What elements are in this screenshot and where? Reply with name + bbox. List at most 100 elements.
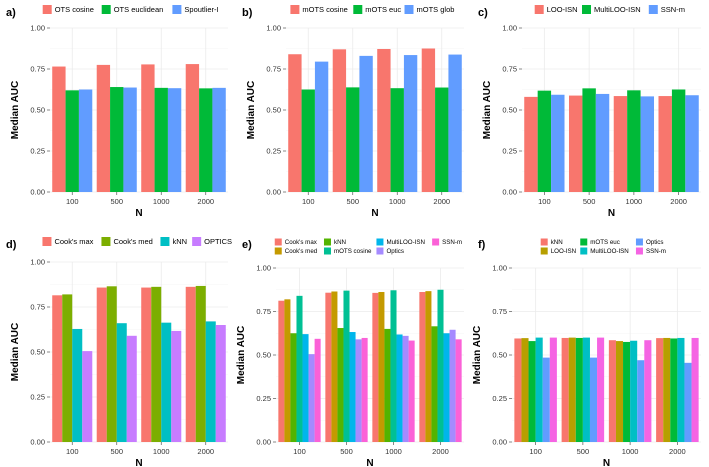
bar (524, 96, 538, 192)
y-tick-label: 0.00 (266, 188, 281, 197)
bar (396, 334, 403, 442)
y-tick-label: 0.00 (492, 438, 507, 447)
bar (627, 90, 641, 192)
legend: Cook's max Cook's med kNN OPTICS (42, 237, 232, 246)
bar (290, 333, 297, 442)
x-axis-title: N (603, 458, 610, 467)
y-tick-label: 1.00 (266, 24, 281, 33)
x-tick-label: 100 (293, 447, 306, 456)
bar (377, 48, 391, 192)
y-tick-label: 0.50 (256, 351, 271, 360)
legend-label: Cook's med (113, 237, 152, 246)
bar (195, 285, 206, 442)
bar (205, 321, 216, 442)
bar (337, 328, 344, 442)
y-axis-title: Median AUC (472, 326, 483, 385)
x-tick-label: 2000 (670, 197, 687, 206)
bar (568, 337, 576, 442)
y-axis-title: Median AUC (10, 81, 21, 140)
bar (154, 87, 168, 192)
legend-swatch (582, 5, 591, 14)
bar (332, 49, 347, 192)
legend-label: MultiLOO-ISN (590, 248, 629, 255)
bar (359, 55, 373, 192)
bar (288, 54, 302, 192)
legend: kNN LOO-ISN mOTS euc MultiLOO-ISN Optics SSN-… (540, 238, 666, 255)
y-tick-label: 0.25 (256, 394, 271, 403)
bar (403, 55, 418, 193)
legend-swatch (534, 5, 544, 14)
x-tick-label: 100 (538, 197, 551, 206)
bar (215, 325, 226, 442)
legend-label: MultiLOO-ISN (594, 5, 641, 14)
legend-swatch (376, 247, 384, 255)
bar (141, 287, 152, 442)
y-tick-label: 0.50 (266, 106, 281, 115)
y-tick-label: 0.25 (30, 147, 45, 156)
y-axis-title: Median AUC (482, 81, 493, 140)
bar (110, 87, 124, 192)
bar (514, 338, 522, 442)
legend-label: mOTS cosine (302, 5, 347, 14)
bar (314, 338, 321, 442)
y-tick-label: 0.75 (502, 65, 517, 74)
bar (582, 337, 590, 442)
bar (551, 94, 565, 192)
bar (355, 339, 362, 442)
bar (62, 294, 73, 442)
legend: LOO-ISN MultiLOO-ISN SSN-m (534, 5, 685, 14)
bar (361, 337, 368, 442)
legend-label: Optics (386, 248, 404, 255)
x-tick-label: 500 (110, 197, 123, 206)
y-tick-label: 0.75 (492, 307, 507, 316)
bar (126, 335, 137, 442)
bar (537, 90, 552, 192)
legend-swatch (172, 5, 182, 14)
legend-swatch (540, 238, 548, 246)
y-axis-title: Median AUC (10, 323, 21, 382)
bar (302, 334, 309, 442)
bar (308, 354, 315, 442)
bar (390, 88, 404, 192)
legend-label: mOTS cosine (334, 248, 372, 255)
legend-swatch (323, 247, 331, 255)
legend-label: OPTICS (204, 237, 232, 246)
bar (314, 61, 329, 193)
legend-label: kNN (172, 237, 187, 246)
bar (677, 337, 685, 442)
bar (419, 292, 426, 442)
y-tick-label: 0.00 (30, 438, 45, 447)
legend-swatch (101, 237, 111, 246)
x-axis-title: N (608, 208, 615, 219)
bar (443, 333, 450, 442)
y-tick-label: 0.00 (256, 438, 271, 447)
chart-panel-2: 0.00 0.25 0.50 0.75 1.00 100 500 1000 2000 N Media… (242, 5, 464, 219)
x-tick-label: 1000 (389, 197, 406, 206)
bar (549, 337, 557, 442)
bar (670, 338, 678, 442)
x-tick-label: 2000 (433, 197, 450, 206)
chart-panel-6: 0.00 0.25 0.50 0.75 1.00 100 500 1000 2000 N Media… (472, 238, 701, 467)
bar (343, 290, 350, 442)
bar (402, 335, 409, 442)
bar (78, 89, 93, 192)
legend-swatch (635, 247, 643, 255)
bar (671, 89, 686, 192)
x-axis-title: N (371, 208, 378, 219)
x-tick-label: 100 (66, 197, 79, 206)
legend-label: LOO-ISN (551, 248, 576, 255)
x-axis-title: N (366, 458, 373, 467)
bar (185, 64, 200, 192)
y-tick-label: 0.25 (502, 147, 517, 156)
bar (372, 292, 379, 442)
bar (449, 329, 456, 442)
bar (568, 95, 583, 192)
legend-swatch (160, 237, 170, 246)
bar (421, 48, 436, 192)
x-tick-label: 100 (66, 447, 79, 456)
y-tick-label: 0.50 (30, 348, 45, 357)
bar (595, 93, 610, 192)
y-axis-title: Median AUC (236, 326, 247, 385)
x-tick-label: 1000 (153, 447, 170, 456)
